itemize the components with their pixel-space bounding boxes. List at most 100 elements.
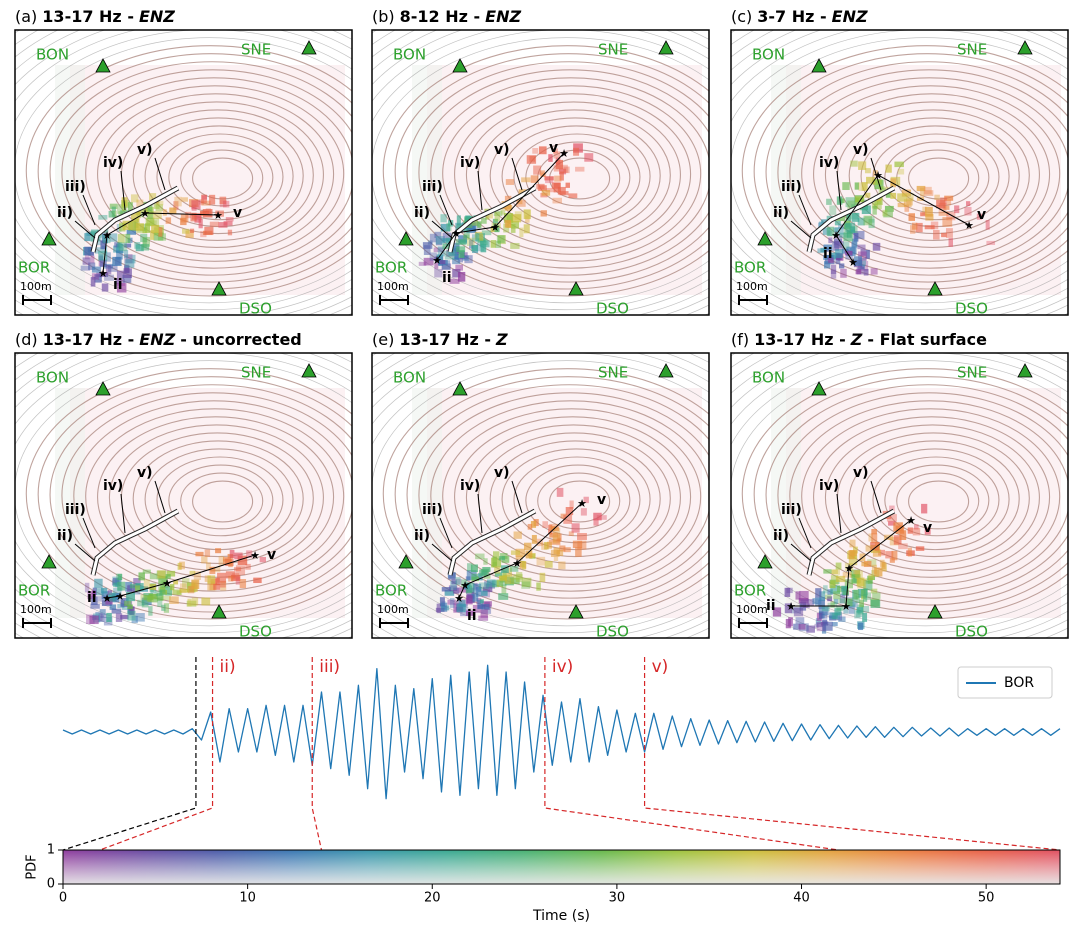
- contour: [61, 69, 352, 276]
- energy-blob: [455, 264, 464, 271]
- energy-blob: [161, 580, 169, 589]
- energy-blob: [870, 268, 878, 275]
- energy-blob: [174, 196, 182, 207]
- energy-blob: [944, 195, 954, 201]
- station-label: SNE: [241, 364, 271, 382]
- energy-blob: [912, 527, 921, 536]
- station-marker: [41, 231, 57, 246]
- contour: [442, 85, 702, 262]
- energy-blob: [856, 607, 863, 613]
- energy-blob: [907, 547, 912, 557]
- energy-blob: [479, 233, 484, 241]
- energy-blob: [812, 598, 822, 605]
- station-label: BON: [752, 46, 785, 64]
- energy-blob: [498, 593, 509, 600]
- energy-blob: [478, 615, 489, 621]
- scale-label: 100m: [377, 603, 409, 616]
- energy-blob: [916, 185, 926, 192]
- energy-blob: [500, 553, 508, 559]
- energy-blob: [482, 601, 492, 607]
- feature-pointer: [836, 170, 842, 211]
- energy-blob: [440, 602, 448, 612]
- energy-blob: [828, 257, 834, 263]
- star: ★: [162, 577, 172, 590]
- scale-label: 100m: [20, 603, 52, 616]
- phase-marker: [311, 657, 323, 851]
- energy-blob: [946, 199, 952, 206]
- energy-blob: [82, 257, 91, 265]
- station-marker: [811, 58, 827, 73]
- energy-blob: [940, 197, 947, 205]
- energy-blob: [838, 616, 846, 622]
- feature-label: iii): [65, 502, 86, 518]
- energy-blob: [539, 572, 546, 583]
- energy-blob: [843, 232, 853, 242]
- feature-pointer: [798, 517, 812, 549]
- energy-blob: [502, 570, 507, 580]
- energy-blob: [830, 269, 837, 279]
- station-label: SNE: [957, 41, 987, 59]
- energy-blob: [830, 585, 841, 594]
- energy-blob: [130, 194, 139, 203]
- station-marker: [658, 40, 674, 55]
- energy-blob: [480, 240, 490, 248]
- energy-blob: [795, 591, 801, 600]
- energy-blob: [472, 604, 481, 613]
- star: ★: [831, 229, 841, 242]
- energy-blob: [433, 247, 444, 253]
- energy-blob: [795, 617, 805, 625]
- energy-blob: [142, 227, 148, 234]
- energy-blob: [504, 574, 515, 585]
- energy-blob: [477, 573, 483, 581]
- energy-blob: [101, 587, 108, 594]
- energy-blob: [833, 591, 841, 600]
- energy-blob: [104, 274, 114, 281]
- energy-blob: [836, 605, 844, 611]
- station-marker: [301, 363, 317, 378]
- energy-blob: [842, 572, 852, 578]
- energy-blob: [136, 199, 144, 210]
- energy-blob: [563, 547, 571, 553]
- energy-blob: [253, 577, 262, 584]
- energy-blob: [904, 204, 910, 212]
- energy-blob: [139, 207, 148, 214]
- energy-blob: [146, 595, 154, 602]
- energy-blob: [237, 555, 248, 565]
- contour: [372, 353, 709, 634]
- energy-blob: [144, 594, 152, 601]
- energy-blob: [824, 594, 832, 599]
- energy-blob: [98, 214, 108, 220]
- station-marker: [927, 604, 943, 619]
- energy-blob: [142, 569, 151, 574]
- energy-blob: [448, 585, 458, 592]
- star: ★: [451, 227, 461, 240]
- y-tick-label: 0: [47, 877, 55, 892]
- energy-blob: [113, 587, 122, 595]
- energy-blob: [580, 508, 587, 516]
- contour: [824, 424, 1040, 571]
- energy-blob: [504, 204, 513, 211]
- energy-blob: [933, 229, 940, 240]
- energy-blob: [134, 585, 141, 592]
- energy-blob: [901, 189, 912, 197]
- contour: [85, 85, 345, 262]
- station-marker: [452, 381, 468, 396]
- energy-blob: [109, 604, 117, 610]
- contour: [872, 456, 1000, 544]
- energy-blob: [117, 581, 126, 591]
- energy-blob: [456, 215, 461, 226]
- contour: [192, 480, 254, 523]
- energy-blob: [180, 583, 187, 593]
- energy-blob: [435, 236, 445, 245]
- feature-pointer: [439, 194, 453, 226]
- energy-blob: [169, 207, 177, 215]
- energy-blob: [215, 210, 224, 217]
- energy-blob: [418, 261, 427, 266]
- feature-label: iv): [460, 478, 480, 494]
- energy-blob: [906, 197, 913, 206]
- energy-blob: [112, 576, 122, 586]
- energy-blob: [143, 579, 150, 589]
- energy-blob: [441, 263, 451, 270]
